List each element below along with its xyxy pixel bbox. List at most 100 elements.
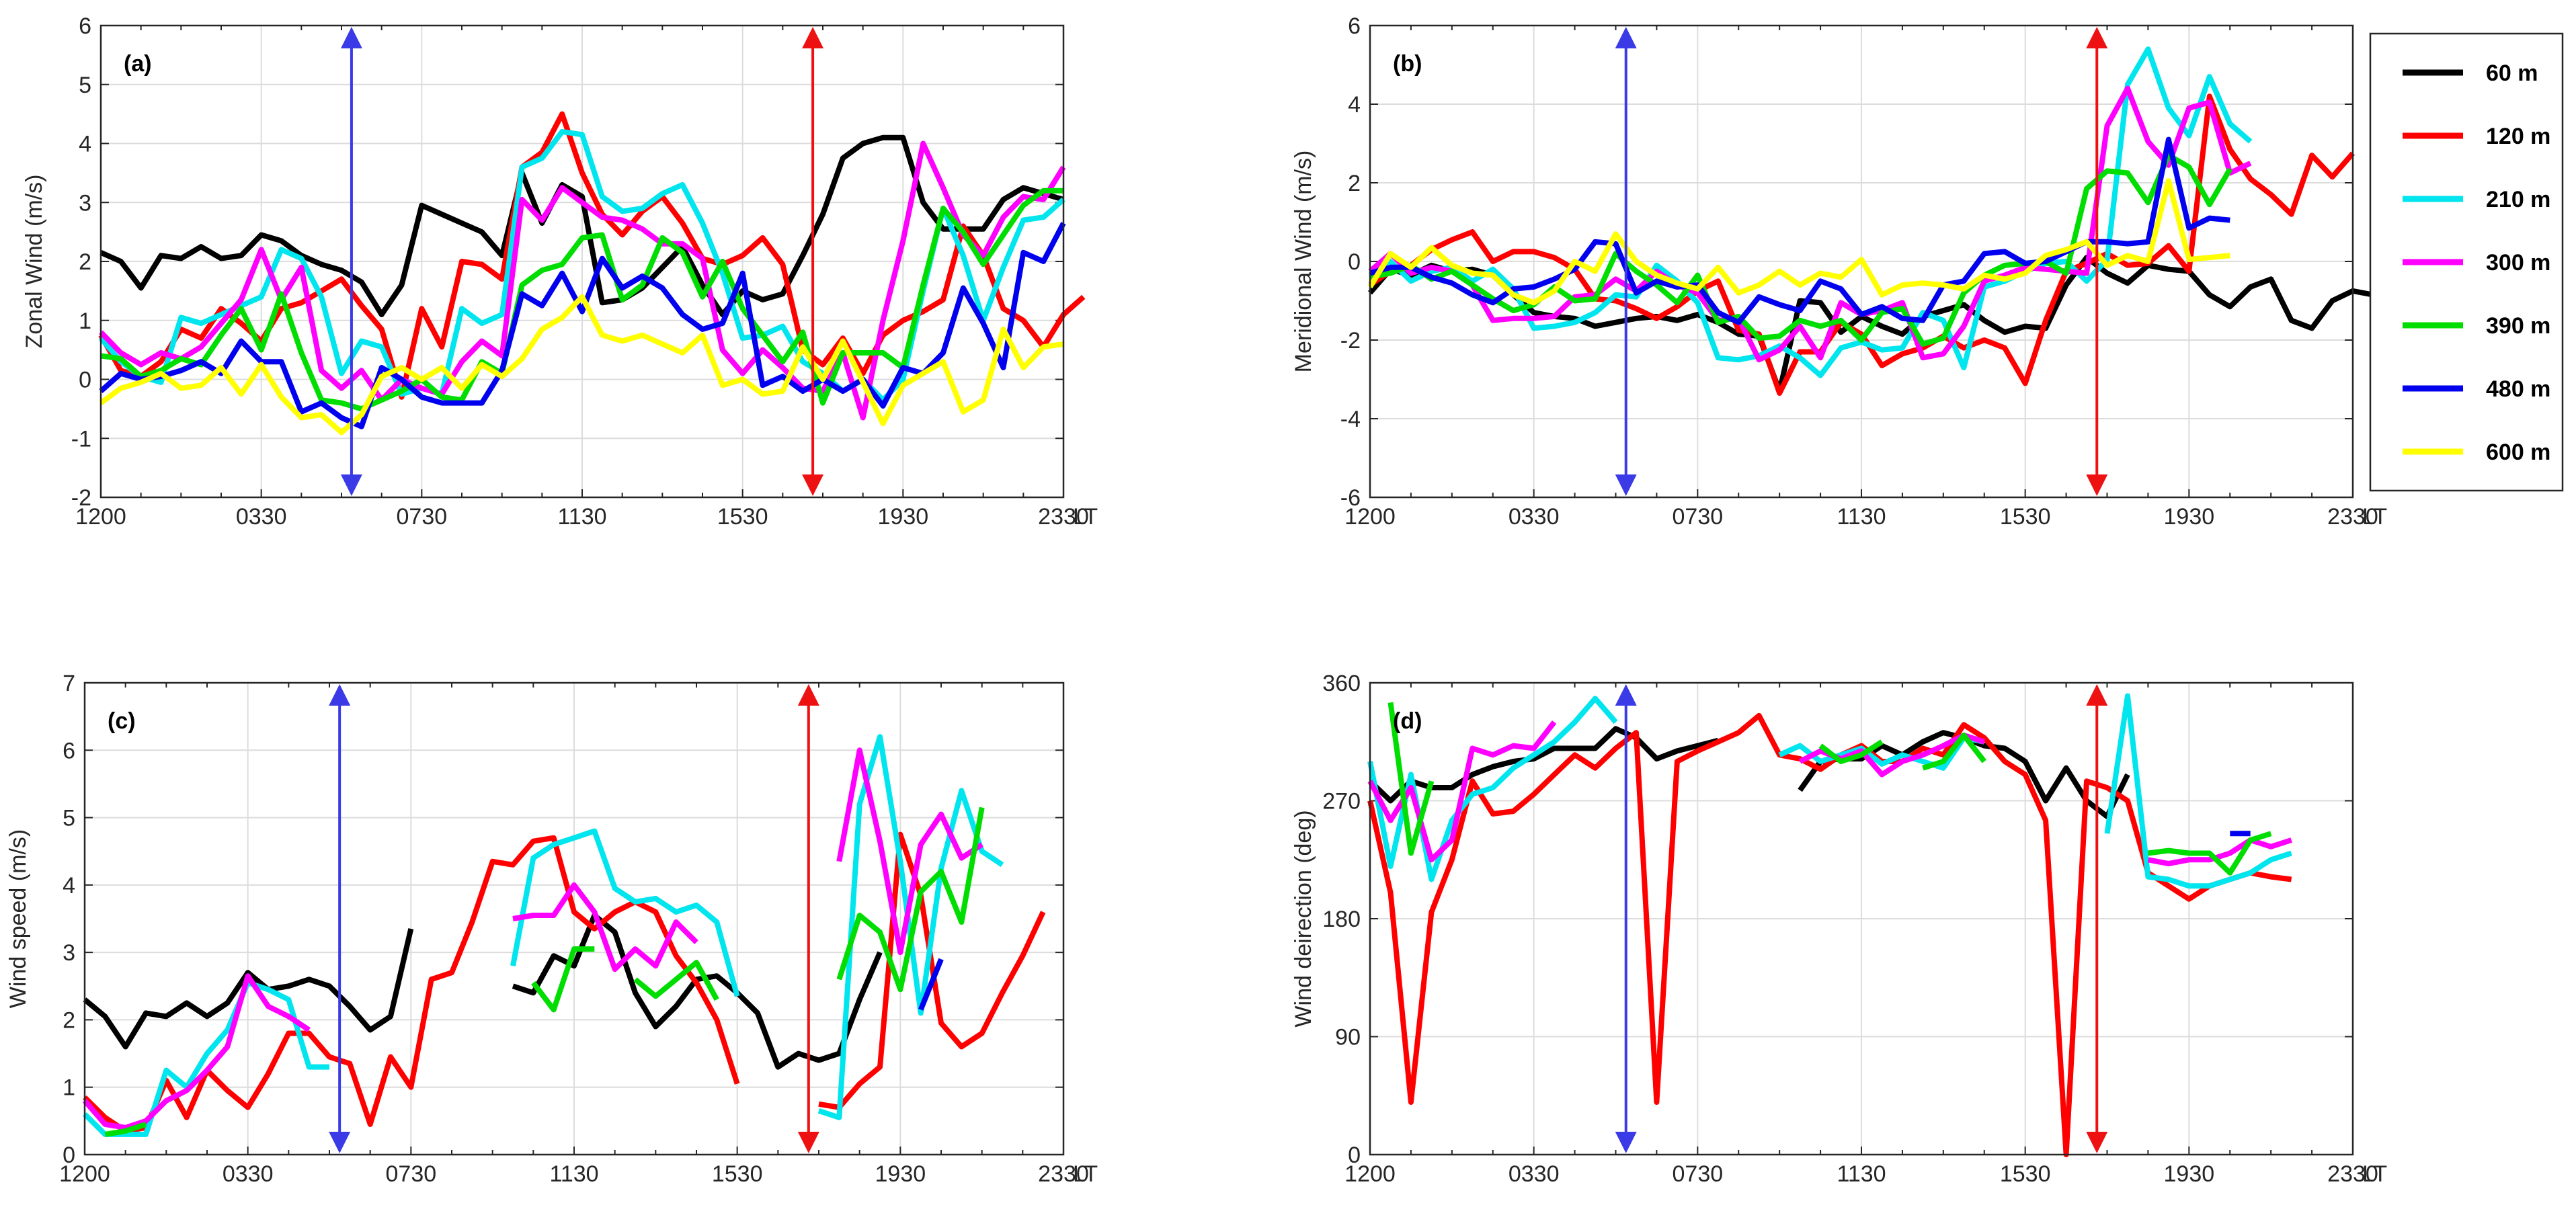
x-tick-label: 0330 — [223, 1161, 274, 1187]
series-line-390m — [1818, 739, 1884, 764]
y-tick-label: 1 — [79, 308, 91, 334]
legend-label: 60 m — [2486, 60, 2538, 86]
y-axis-title: Meridional Wind (m/s) — [1291, 151, 1316, 373]
legend-label: 120 m — [2486, 124, 2550, 149]
x-tick-label: 1530 — [717, 504, 768, 530]
y-tick-label: 2 — [63, 1007, 75, 1033]
x-tick-label: 0330 — [1508, 504, 1560, 530]
legend-entry: 480 m — [2403, 376, 2550, 402]
x-tick-label: 2330 — [2327, 504, 2378, 530]
y-tick-label: 5 — [79, 73, 91, 98]
x-tick-label: 0730 — [386, 1161, 437, 1187]
series-line-210m — [98, 128, 1065, 403]
legend-entry: 210 m — [2403, 187, 2550, 212]
series-line-600m — [99, 294, 1064, 435]
plot-frame — [1369, 681, 2354, 1156]
x-tick-label: 0730 — [1673, 1161, 1724, 1187]
y-tick-label: 3 — [63, 940, 75, 966]
series-line-120m — [1367, 712, 2292, 1157]
legend-box — [2369, 32, 2564, 492]
series-line-390m — [1922, 733, 1986, 771]
x-unit-label: LT — [1073, 1161, 1098, 1187]
series-line-210m — [2104, 693, 2292, 889]
y-tick-label: 3 — [79, 190, 91, 216]
x-tick-label: 1930 — [2164, 504, 2215, 530]
y-axis-title: Wind speed (m/s) — [5, 829, 31, 1008]
series-line-300m — [836, 747, 983, 956]
y-tick-label: 270 — [1322, 789, 1361, 815]
y-tick-label: 1 — [63, 1075, 75, 1101]
series-line-60m — [99, 134, 1065, 317]
x-tick-label: 2330 — [2327, 1161, 2378, 1187]
y-tick-label: 2 — [79, 249, 91, 275]
x-tick-label: 1930 — [875, 1161, 926, 1187]
y-tick-label: 0 — [63, 1142, 75, 1168]
x-tick-label: 1200 — [1344, 504, 1396, 530]
legend-label: 210 m — [2486, 187, 2550, 212]
y-tick-label: 90 — [1335, 1025, 1361, 1050]
y-tick-label: 4 — [63, 873, 75, 899]
x-tick-label: 1930 — [2164, 1161, 2215, 1187]
series-line-300m — [1367, 720, 1557, 863]
series-line-480m — [99, 222, 1066, 429]
y-tick-label: 360 — [1322, 671, 1361, 696]
series-line-390m — [633, 960, 719, 1001]
legend-entry: 120 m — [2403, 124, 2550, 149]
series-line-390m — [531, 946, 595, 1013]
legend-label: 390 m — [2486, 313, 2550, 339]
panels-layer: 1200 0330 0730 1130 1530 1930 2330LT-2-1012345… — [5, 13, 2457, 1187]
legend-entry: 390 m — [2403, 313, 2550, 339]
legend-entry: 600 m — [2403, 440, 2550, 465]
plot-frame — [99, 24, 1065, 499]
panel-label: (a) — [124, 51, 152, 77]
series-group — [98, 111, 1086, 435]
x-tick-label: 0330 — [1508, 1161, 1560, 1187]
y-tick-label: 2 — [1348, 171, 1361, 196]
series-line-390m — [836, 806, 985, 993]
y-tick-label: 4 — [79, 132, 91, 157]
x-tick-label: 1130 — [549, 1161, 598, 1187]
x-tick-label: 1200 — [75, 504, 126, 530]
y-tick-label: -1 — [71, 426, 91, 452]
legend-entry: 60 m — [2403, 60, 2538, 86]
panel-label: (d) — [1393, 708, 1422, 734]
y-tick-label: -2 — [71, 485, 91, 511]
plot-frame — [83, 681, 1065, 1156]
series-line-120m — [1368, 93, 2356, 396]
x-unit-label: LT — [2362, 504, 2387, 530]
series-line-120m — [83, 835, 740, 1134]
x-tick-label: 1930 — [878, 504, 929, 530]
y-tick-label: 5 — [63, 806, 75, 831]
y-tick-label: 6 — [79, 13, 91, 39]
x-unit-label: LT — [2362, 1161, 2387, 1187]
series-line-60m — [83, 928, 414, 1050]
y-tick-label: 0 — [79, 368, 91, 393]
x-tick-label: 1530 — [2000, 1161, 2051, 1187]
series-line-300m — [99, 140, 1066, 421]
series-line-210m — [83, 980, 329, 1137]
x-tick-label: 1130 — [557, 504, 606, 530]
x-tick-label: 1130 — [1837, 504, 1886, 530]
x-tick-label: 0730 — [1673, 504, 1724, 530]
x-tick-label: 1530 — [712, 1161, 763, 1187]
x-tick-label: 0730 — [397, 504, 448, 530]
y-tick-label: -6 — [1340, 485, 1361, 511]
plot-frame — [1369, 24, 2354, 499]
y-tick-label: 180 — [1322, 907, 1361, 932]
x-tick-label: 0330 — [236, 504, 287, 530]
y-tick-label: 0 — [1348, 249, 1361, 275]
y-axis-title: Wind deirection (deg) — [1291, 810, 1316, 1027]
y-tick-label: 4 — [1348, 92, 1361, 118]
series-line-390m — [2147, 831, 2272, 876]
y-axis-title: Zonal Wind (m/s) — [22, 175, 47, 349]
y-tick-label: 6 — [1348, 13, 1361, 39]
legend-label: 300 m — [2486, 250, 2550, 276]
x-tick-label: 1530 — [2000, 504, 2051, 530]
series-line-300m — [512, 882, 698, 972]
x-tick-label: 2330 — [1038, 504, 1089, 530]
x-tick-label: 2330 — [1038, 1161, 1089, 1187]
